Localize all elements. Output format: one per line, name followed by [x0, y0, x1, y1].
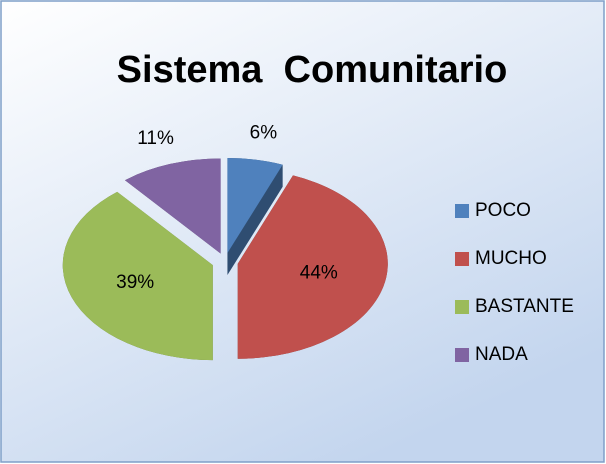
slice: [62, 191, 213, 361]
slice-tops: [62, 158, 388, 361]
legend-label: BASTANTE: [475, 296, 574, 317]
legend-swatch: [455, 348, 469, 362]
chart-title: Sistema Comunitario: [117, 49, 508, 91]
data-label: 11%: [137, 128, 174, 149]
legend-swatch: [455, 300, 469, 314]
legend-label: MUCHO: [475, 248, 547, 269]
legend-swatch: [455, 204, 469, 218]
data-label: 44%: [300, 263, 338, 284]
legend-label: POCO: [475, 200, 531, 221]
data-label: 39%: [116, 272, 154, 293]
slice: [237, 175, 388, 359]
data-label: 6%: [250, 123, 278, 144]
slice: [227, 158, 283, 254]
slice: [124, 158, 221, 254]
legend-swatch: [455, 252, 469, 266]
legend-label: NADA: [475, 344, 528, 365]
